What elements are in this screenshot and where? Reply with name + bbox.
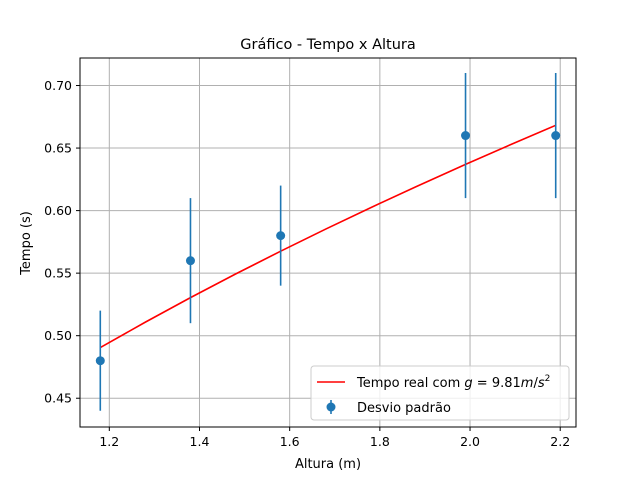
series-line-layer <box>99 124 557 349</box>
y-tick-label: 0.55 <box>44 266 72 281</box>
data-point <box>185 256 195 266</box>
chart-title: Gráfico - Tempo x Altura <box>240 37 416 53</box>
legend-box <box>310 365 570 421</box>
x-tick-label: 1.8 <box>370 434 390 449</box>
x-tick-label: 1.2 <box>99 434 119 449</box>
legend-line-label: Tempo real com g = 9.81m/s2 <box>356 374 550 391</box>
legend-errorbar-label: Desvio padrão <box>357 401 451 416</box>
axes-frame <box>79 57 577 428</box>
x-tick-label: 2.2 <box>550 434 570 449</box>
data-point <box>461 131 471 141</box>
y-tick-label: 0.45 <box>44 391 72 406</box>
x-tick-label: 1.6 <box>280 434 300 449</box>
x-axis-label: Altura (m) <box>295 457 361 472</box>
x-tick-label: 2.0 <box>460 434 480 449</box>
x-tick-label: 1.4 <box>190 434 210 449</box>
y-tick-label: 0.60 <box>44 203 72 218</box>
legend-marker-swatch <box>326 402 336 412</box>
data-point <box>276 231 286 241</box>
theoretical-time-line <box>99 124 557 349</box>
data-point <box>551 131 561 141</box>
axis-ticks: 1.2 1.4 1.6 1.8 2.0 2.2 0.45 0.50 0.55 0.60 0.65 0.… <box>44 78 570 449</box>
plot-area-border <box>79 57 577 428</box>
grid <box>80 58 576 427</box>
y-axis-label: Tempo (s) <box>19 211 34 276</box>
legend: Tempo real com g = 9.81m/s2 Desvio padrã… <box>310 365 570 421</box>
y-tick-label: 0.50 <box>44 328 72 343</box>
y-tick-label: 0.65 <box>44 141 72 156</box>
y-tick-label: 0.70 <box>44 78 72 93</box>
series-errorbar-layer <box>95 73 561 411</box>
data-point <box>95 356 105 366</box>
